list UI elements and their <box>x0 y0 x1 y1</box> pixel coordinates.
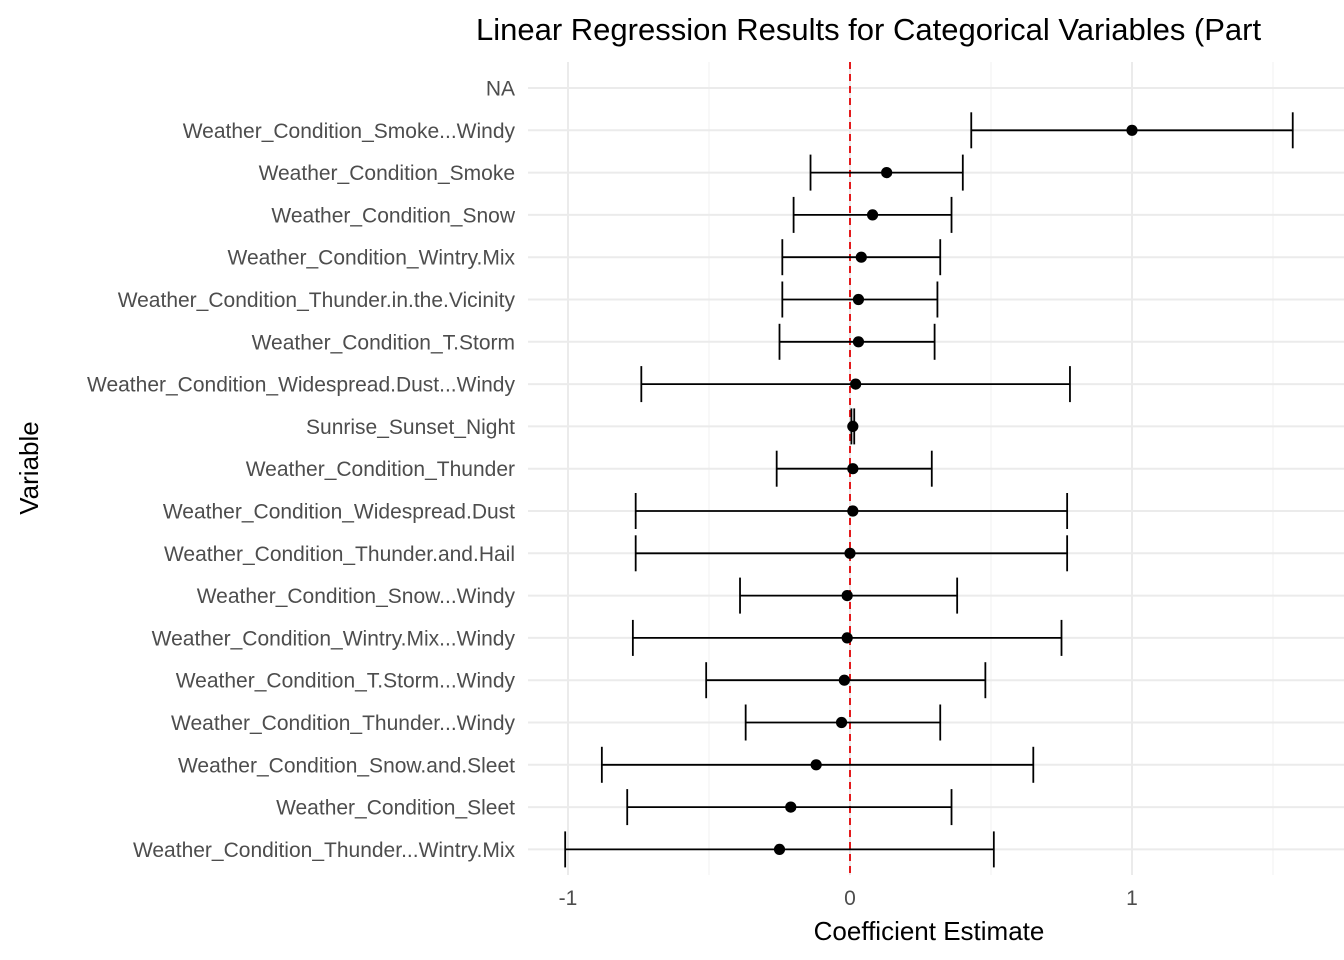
y-axis-title: Variable <box>14 421 44 514</box>
x-tick-label: -1 <box>559 887 578 910</box>
y-tick-label: Weather_Condition_Thunder...Windy <box>171 712 515 735</box>
error-bars <box>564 112 1294 868</box>
y-tick-label: Weather_Condition_Thunder.and.Hail <box>164 543 515 566</box>
y-tick-labels: NA Weather_Condition_Smoke...Windy Weather… <box>87 78 516 862</box>
y-tick-label: Weather_Condition_Sleet <box>276 797 515 820</box>
x-axis-title: Coefficient Estimate <box>814 916 1045 946</box>
estimate-point <box>810 759 822 771</box>
estimate-point <box>841 632 853 644</box>
estimate-point <box>855 251 867 263</box>
y-tick-label: Weather_Condition_Smoke <box>259 162 515 185</box>
estimate-point <box>844 547 856 559</box>
x-tick-label: 1 <box>1126 887 1138 910</box>
estimate-point <box>835 716 848 729</box>
y-tick-label: Weather_Condition_Wintry.Mix <box>228 247 516 270</box>
estimate-point <box>773 843 786 856</box>
y-tick-label: Weather_Condition_Snow.and.Sleet <box>178 754 515 777</box>
chart-title: Linear Regression Results for Categorica… <box>476 12 1261 47</box>
y-tick-label: Weather_Condition_Thunder <box>246 458 515 481</box>
y-tick-label: Weather_Condition_Snow <box>271 204 515 227</box>
x-tick-label: 0 <box>844 887 856 910</box>
estimate-point <box>852 336 865 348</box>
estimate-point <box>850 378 862 390</box>
estimate-point <box>881 167 893 179</box>
estimate-point <box>852 293 865 306</box>
estimate-point <box>847 463 859 475</box>
estimate-point <box>1126 124 1138 136</box>
x-tick-labels: -1 0 1 <box>559 887 1138 910</box>
y-tick-label: Weather_Condition_T.Storm <box>252 331 515 354</box>
y-tick-label: Weather_Condition_Thunder...Wintry.Mix <box>133 839 516 862</box>
y-tick-label: Weather_Condition_Widespread.Dust...Wind… <box>87 374 515 397</box>
y-tick-label: Weather_Condition_Smoke...Windy <box>183 120 516 143</box>
estimate-point <box>785 801 797 813</box>
estimate-point <box>847 505 859 517</box>
estimate-point <box>866 209 879 221</box>
y-tick-label: Weather_Condition_T.Storm...Windy <box>176 670 516 693</box>
estimate-points <box>773 124 1138 856</box>
estimate-point <box>841 590 853 602</box>
y-tick-label: Weather_Condition_Wintry.Mix...Windy <box>152 627 516 650</box>
y-tick-label: Weather_Condition_Thunder.in.the.Vicinit… <box>118 289 516 312</box>
grid <box>528 62 1344 875</box>
estimate-point <box>847 420 859 432</box>
y-tick-label: Sunrise_Sunset_Night <box>306 416 515 439</box>
y-tick-label: Weather_Condition_Widespread.Dust <box>163 501 515 524</box>
y-tick-label: Weather_Condition_Snow...Windy <box>197 585 516 608</box>
y-tick-label: NA <box>486 78 515 101</box>
estimate-point <box>838 674 850 686</box>
